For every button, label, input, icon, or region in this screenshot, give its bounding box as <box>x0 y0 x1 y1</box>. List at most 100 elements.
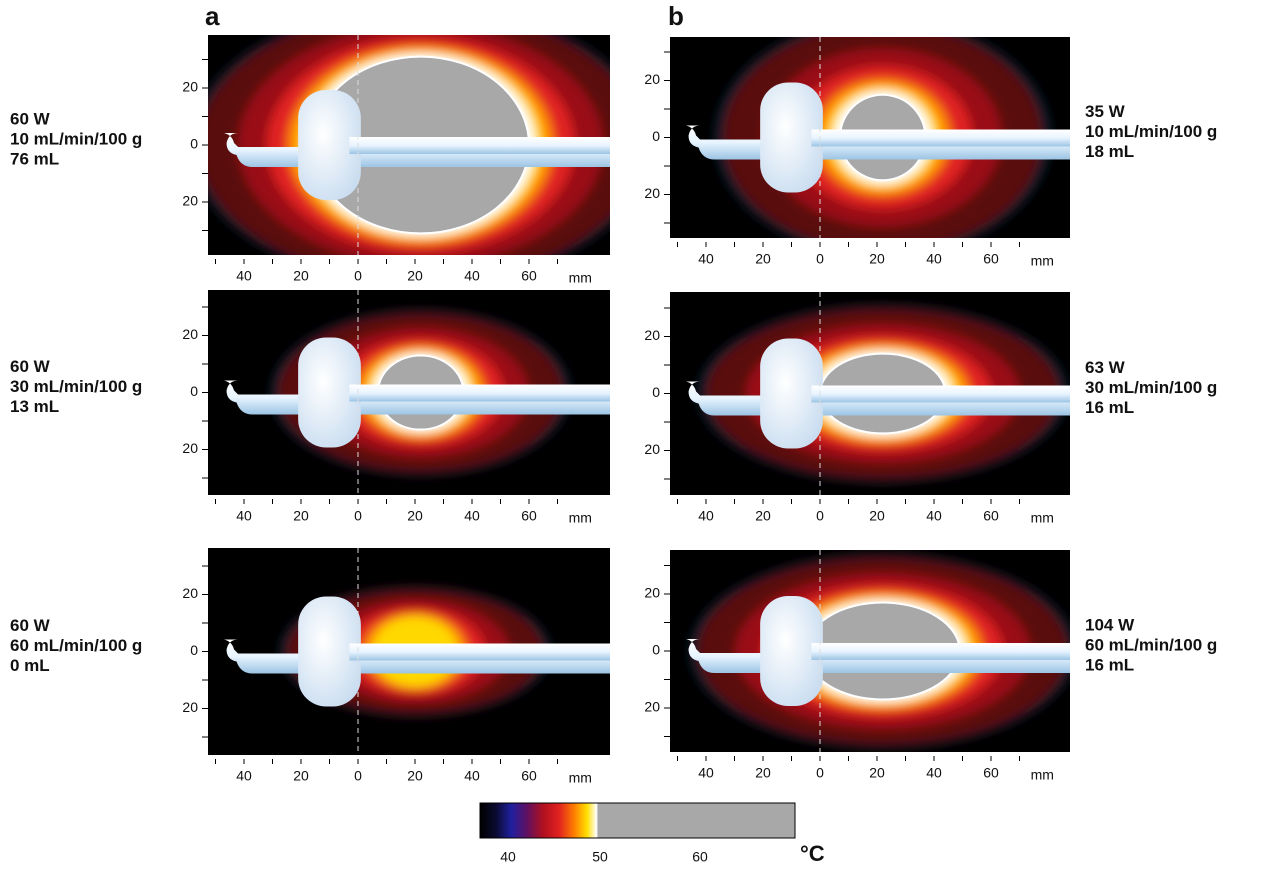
balloon <box>298 90 361 200</box>
x-tick-label: 0 <box>816 765 824 781</box>
condition-label: 60 mL/min/100 g <box>1085 635 1217 654</box>
x-unit: mm <box>1031 767 1054 783</box>
x-unit: mm <box>569 770 592 786</box>
colorbar-tick: 40 <box>500 849 516 865</box>
x-tick-label: 20 <box>755 508 771 524</box>
y-tick-label: 0 <box>652 384 660 400</box>
x-tick-label: 0 <box>354 508 362 524</box>
x-tick-label: 40 <box>464 508 480 524</box>
x-tick-label: 0 <box>354 768 362 784</box>
x-tick-label: 40 <box>698 251 714 267</box>
x-tick-label: 20 <box>407 508 423 524</box>
probe-shaft <box>349 643 610 661</box>
x-tick-label: 0 <box>816 508 824 524</box>
condition-label: 0 mL <box>10 656 50 675</box>
balloon <box>298 337 361 448</box>
y-tick-label: 20 <box>644 185 660 201</box>
x-tick-label: 0 <box>354 268 362 284</box>
heat-map <box>208 35 610 255</box>
balloon <box>760 338 823 449</box>
x-tick-label: 60 <box>983 251 999 267</box>
x-tick-label: 20 <box>407 768 423 784</box>
condition-label: 30 mL/min/100 g <box>10 377 142 396</box>
colorbar-tick: 50 <box>592 849 608 865</box>
x-tick-label: 40 <box>236 508 252 524</box>
x-tick-label: 0 <box>816 251 824 267</box>
x-tick-label: 60 <box>983 508 999 524</box>
x-tick-label: 40 <box>464 768 480 784</box>
condition-label: 104 W <box>1085 615 1135 634</box>
y-tick-label: 20 <box>182 193 198 209</box>
x-tick-label: 40 <box>926 251 942 267</box>
y-tick-label: 0 <box>190 383 198 399</box>
y-tick-label: 0 <box>190 136 198 152</box>
y-tick-label: 20 <box>182 79 198 95</box>
y-tick-label: 20 <box>644 441 660 457</box>
x-unit: mm <box>569 510 592 526</box>
probe-shaft <box>811 385 1070 403</box>
x-tick-label: 20 <box>293 508 309 524</box>
y-tick-label: 0 <box>652 128 660 144</box>
probe-shaft <box>811 643 1070 660</box>
probe-shaft <box>811 129 1070 147</box>
x-tick-label: 40 <box>698 765 714 781</box>
x-tick-label: 20 <box>869 765 885 781</box>
panel: 20 0 20 40 20 0 20 40 60 mm 63 W30 mL/min/100 g16 … <box>644 292 1217 526</box>
balloon <box>298 596 361 707</box>
x-tick-label: 60 <box>521 268 537 284</box>
x-tick-label: 40 <box>926 508 942 524</box>
condition-label: 35 W <box>1085 102 1126 121</box>
heat-map <box>686 304 1070 483</box>
x-tick-label: 20 <box>293 768 309 784</box>
condition-label: 30 mL/min/100 g <box>1085 378 1217 397</box>
y-tick-label: 20 <box>644 327 660 343</box>
balloon <box>760 596 823 706</box>
condition-label: 60 W <box>10 109 51 128</box>
column-label: b <box>668 1 684 31</box>
y-tick-label: 20 <box>182 326 198 342</box>
heat-map <box>686 37 1070 238</box>
panel: 20 0 20 40 20 0 20 40 60 mm 104 W60 mL/min/100 g16… <box>644 550 1217 783</box>
y-tick-label: 20 <box>182 699 198 715</box>
panel: 20 0 20 40 20 0 20 40 60 mm 60 W10 mL/min/100 g76 … <box>10 35 610 286</box>
heat-map <box>224 586 610 717</box>
heat-map <box>224 309 610 476</box>
condition-label: 18 mL <box>1085 142 1134 161</box>
panel: 20 0 20 40 20 0 20 40 60 mm 60 W30 mL/min/100 g13 … <box>10 290 610 526</box>
condition-label: 60 W <box>10 357 51 376</box>
condition-label: 16 mL <box>1085 398 1134 417</box>
x-tick-label: 20 <box>869 251 885 267</box>
x-tick-label: 40 <box>464 268 480 284</box>
x-tick-label: 20 <box>293 268 309 284</box>
column-label: a <box>205 1 220 31</box>
panel: 20 0 20 40 20 0 20 40 60 mm 35 W10 mL/min/100 g18 … <box>644 37 1217 269</box>
x-tick-label: 20 <box>869 508 885 524</box>
y-tick-label: 20 <box>644 585 660 601</box>
y-tick-label: 20 <box>182 440 198 456</box>
x-tick-label: 40 <box>926 765 942 781</box>
condition-label: 63 W <box>1085 358 1126 377</box>
x-tick-label: 40 <box>698 508 714 524</box>
x-tick-label: 40 <box>236 768 252 784</box>
x-tick-label: 40 <box>236 268 252 284</box>
x-unit: mm <box>1031 253 1054 269</box>
y-tick-label: 0 <box>652 642 660 658</box>
condition-label: 10 mL/min/100 g <box>1085 122 1217 141</box>
heat-map <box>686 553 1070 749</box>
condition-label: 60 W <box>10 616 51 635</box>
colorbar <box>479 802 796 839</box>
condition-label: 13 mL <box>10 397 59 416</box>
x-tick-label: 20 <box>407 268 423 284</box>
x-tick-label: 20 <box>755 251 771 267</box>
condition-label: 76 mL <box>10 149 59 168</box>
y-tick-label: 20 <box>644 71 660 87</box>
x-tick-label: 60 <box>983 765 999 781</box>
x-tick-label: 20 <box>755 765 771 781</box>
balloon <box>760 82 823 193</box>
x-tick-label: 60 <box>521 768 537 784</box>
panel: 20 0 20 40 20 0 20 40 60 mm 60 W60 mL/min/100 g0 m… <box>10 548 610 786</box>
condition-label: 60 mL/min/100 g <box>10 636 142 655</box>
probe-shaft <box>349 384 610 402</box>
x-unit: mm <box>569 270 592 286</box>
